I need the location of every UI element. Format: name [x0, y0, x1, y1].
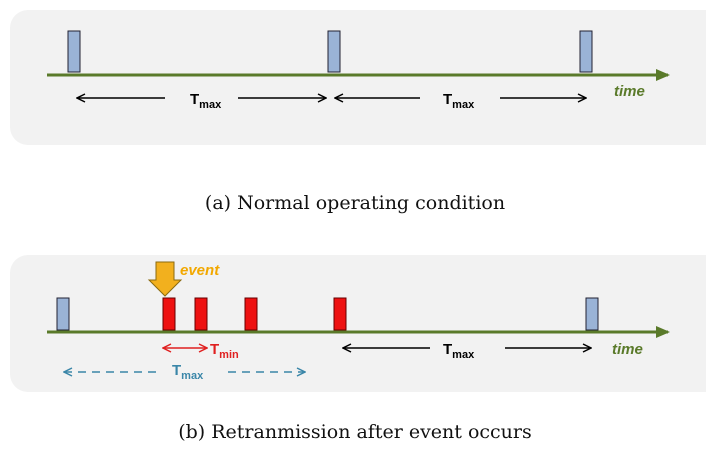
retransmissions: [162, 297, 347, 331]
axis-label: time: [614, 83, 645, 100]
panel-b: [10, 255, 706, 392]
interval-label: Tmax: [190, 91, 222, 111]
pulses: [67, 30, 593, 73]
caption: (b) Retranmission after event occurs: [178, 421, 532, 443]
event-label: event: [180, 262, 220, 279]
dashed-label: Tmax: [172, 362, 204, 382]
pulses: [56, 297, 599, 331]
caption: (a) Normal operating condition: [205, 192, 505, 214]
interval-label: Tmax: [443, 341, 475, 361]
interval-label: Tmax: [443, 91, 475, 111]
min-label: Tmin: [210, 341, 239, 361]
event-arrow: [147, 261, 183, 297]
axis-label: time: [612, 341, 643, 358]
panel-a: [10, 10, 706, 145]
